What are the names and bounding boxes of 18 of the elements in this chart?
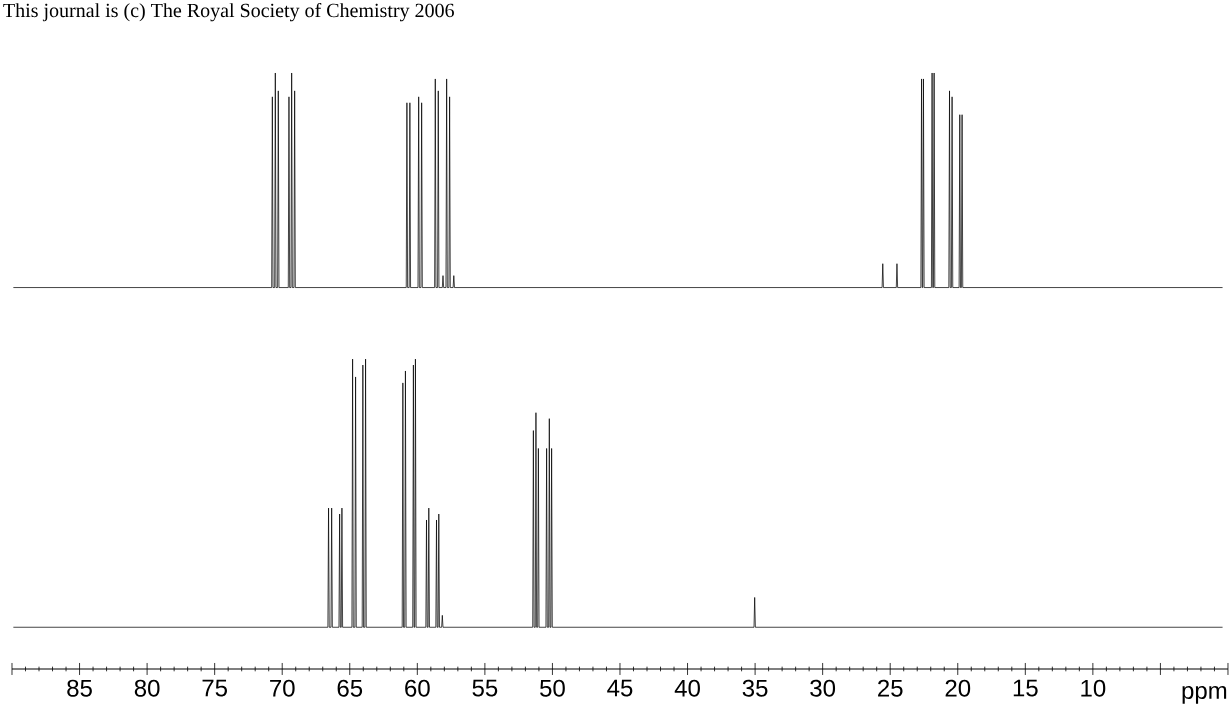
x-tick-label: 75: [202, 679, 227, 697]
x-tick-label: 70: [270, 679, 295, 697]
text: This journal is (c) The Royal Society of Chemistry 2006: [3, 2, 454, 22]
x-tick-label: 50: [540, 679, 565, 697]
x-tick-label: 35: [742, 679, 768, 697]
x-tick-label: 10: [1081, 679, 1106, 697]
x-tick-label: 30: [810, 679, 836, 697]
x-tick-label: 45: [607, 679, 633, 697]
x-tick-label: 80: [134, 679, 160, 697]
x-tick-label: 55: [472, 679, 498, 697]
x-tick-label: 85: [67, 679, 92, 697]
x-tick-label: 25: [878, 679, 903, 697]
x-tick-label: 15: [1013, 679, 1038, 697]
x-tick-label: 60: [405, 679, 430, 697]
x-tick-label: 40: [674, 679, 700, 697]
x-tick-label: 65: [337, 679, 363, 697]
x-tick-label: 20: [945, 679, 971, 697]
x-axis-title: ppm: [1182, 685, 1227, 704]
